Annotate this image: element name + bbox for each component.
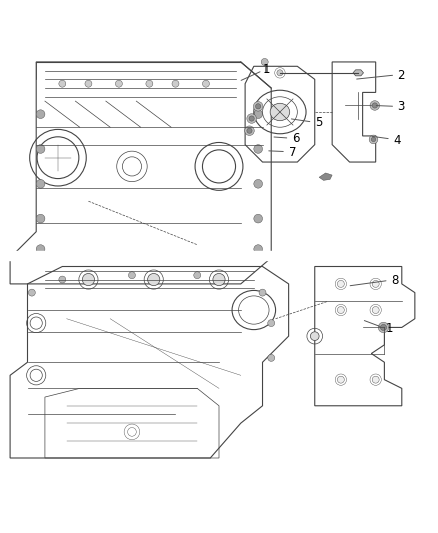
- Circle shape: [254, 214, 262, 223]
- Polygon shape: [353, 70, 364, 76]
- Ellipse shape: [270, 103, 290, 120]
- Circle shape: [261, 59, 268, 66]
- Circle shape: [337, 280, 344, 287]
- Circle shape: [36, 144, 45, 154]
- Circle shape: [253, 102, 263, 111]
- Text: 7: 7: [289, 146, 296, 159]
- Circle shape: [116, 80, 122, 87]
- Circle shape: [128, 272, 135, 279]
- Circle shape: [202, 80, 209, 87]
- Text: 8: 8: [391, 274, 398, 287]
- Circle shape: [370, 101, 380, 110]
- Circle shape: [85, 80, 92, 87]
- Text: 4: 4: [393, 134, 401, 147]
- Circle shape: [172, 80, 179, 87]
- Text: 5: 5: [315, 116, 322, 130]
- Text: 1: 1: [385, 322, 393, 335]
- Circle shape: [268, 320, 275, 327]
- Circle shape: [28, 289, 35, 296]
- Circle shape: [311, 332, 319, 341]
- Circle shape: [381, 325, 387, 330]
- Circle shape: [259, 289, 266, 296]
- Text: 3: 3: [397, 100, 405, 113]
- Circle shape: [36, 214, 45, 223]
- Circle shape: [372, 280, 379, 287]
- Polygon shape: [319, 173, 332, 180]
- Circle shape: [254, 245, 262, 254]
- Circle shape: [36, 245, 45, 254]
- Text: 2: 2: [397, 69, 405, 82]
- Circle shape: [372, 376, 379, 383]
- Circle shape: [82, 273, 95, 286]
- Circle shape: [36, 180, 45, 188]
- Circle shape: [337, 306, 344, 313]
- Circle shape: [254, 180, 262, 188]
- Circle shape: [337, 376, 344, 383]
- Circle shape: [36, 110, 45, 118]
- Circle shape: [194, 272, 201, 279]
- Circle shape: [255, 104, 261, 109]
- Circle shape: [369, 135, 378, 144]
- Circle shape: [247, 114, 256, 123]
- Bar: [1, 251, 437, 260]
- Circle shape: [59, 276, 66, 283]
- Circle shape: [249, 116, 254, 121]
- Circle shape: [245, 126, 254, 135]
- Text: 1: 1: [262, 63, 270, 76]
- Circle shape: [247, 128, 252, 133]
- Circle shape: [378, 322, 389, 333]
- Circle shape: [268, 354, 275, 361]
- Circle shape: [148, 273, 160, 286]
- Circle shape: [254, 110, 262, 118]
- Circle shape: [59, 80, 66, 87]
- Circle shape: [372, 103, 378, 108]
- Circle shape: [277, 70, 283, 76]
- Circle shape: [372, 306, 379, 313]
- Circle shape: [254, 144, 262, 154]
- Circle shape: [213, 273, 225, 286]
- Circle shape: [371, 137, 376, 142]
- Circle shape: [146, 80, 153, 87]
- Text: 6: 6: [292, 133, 300, 146]
